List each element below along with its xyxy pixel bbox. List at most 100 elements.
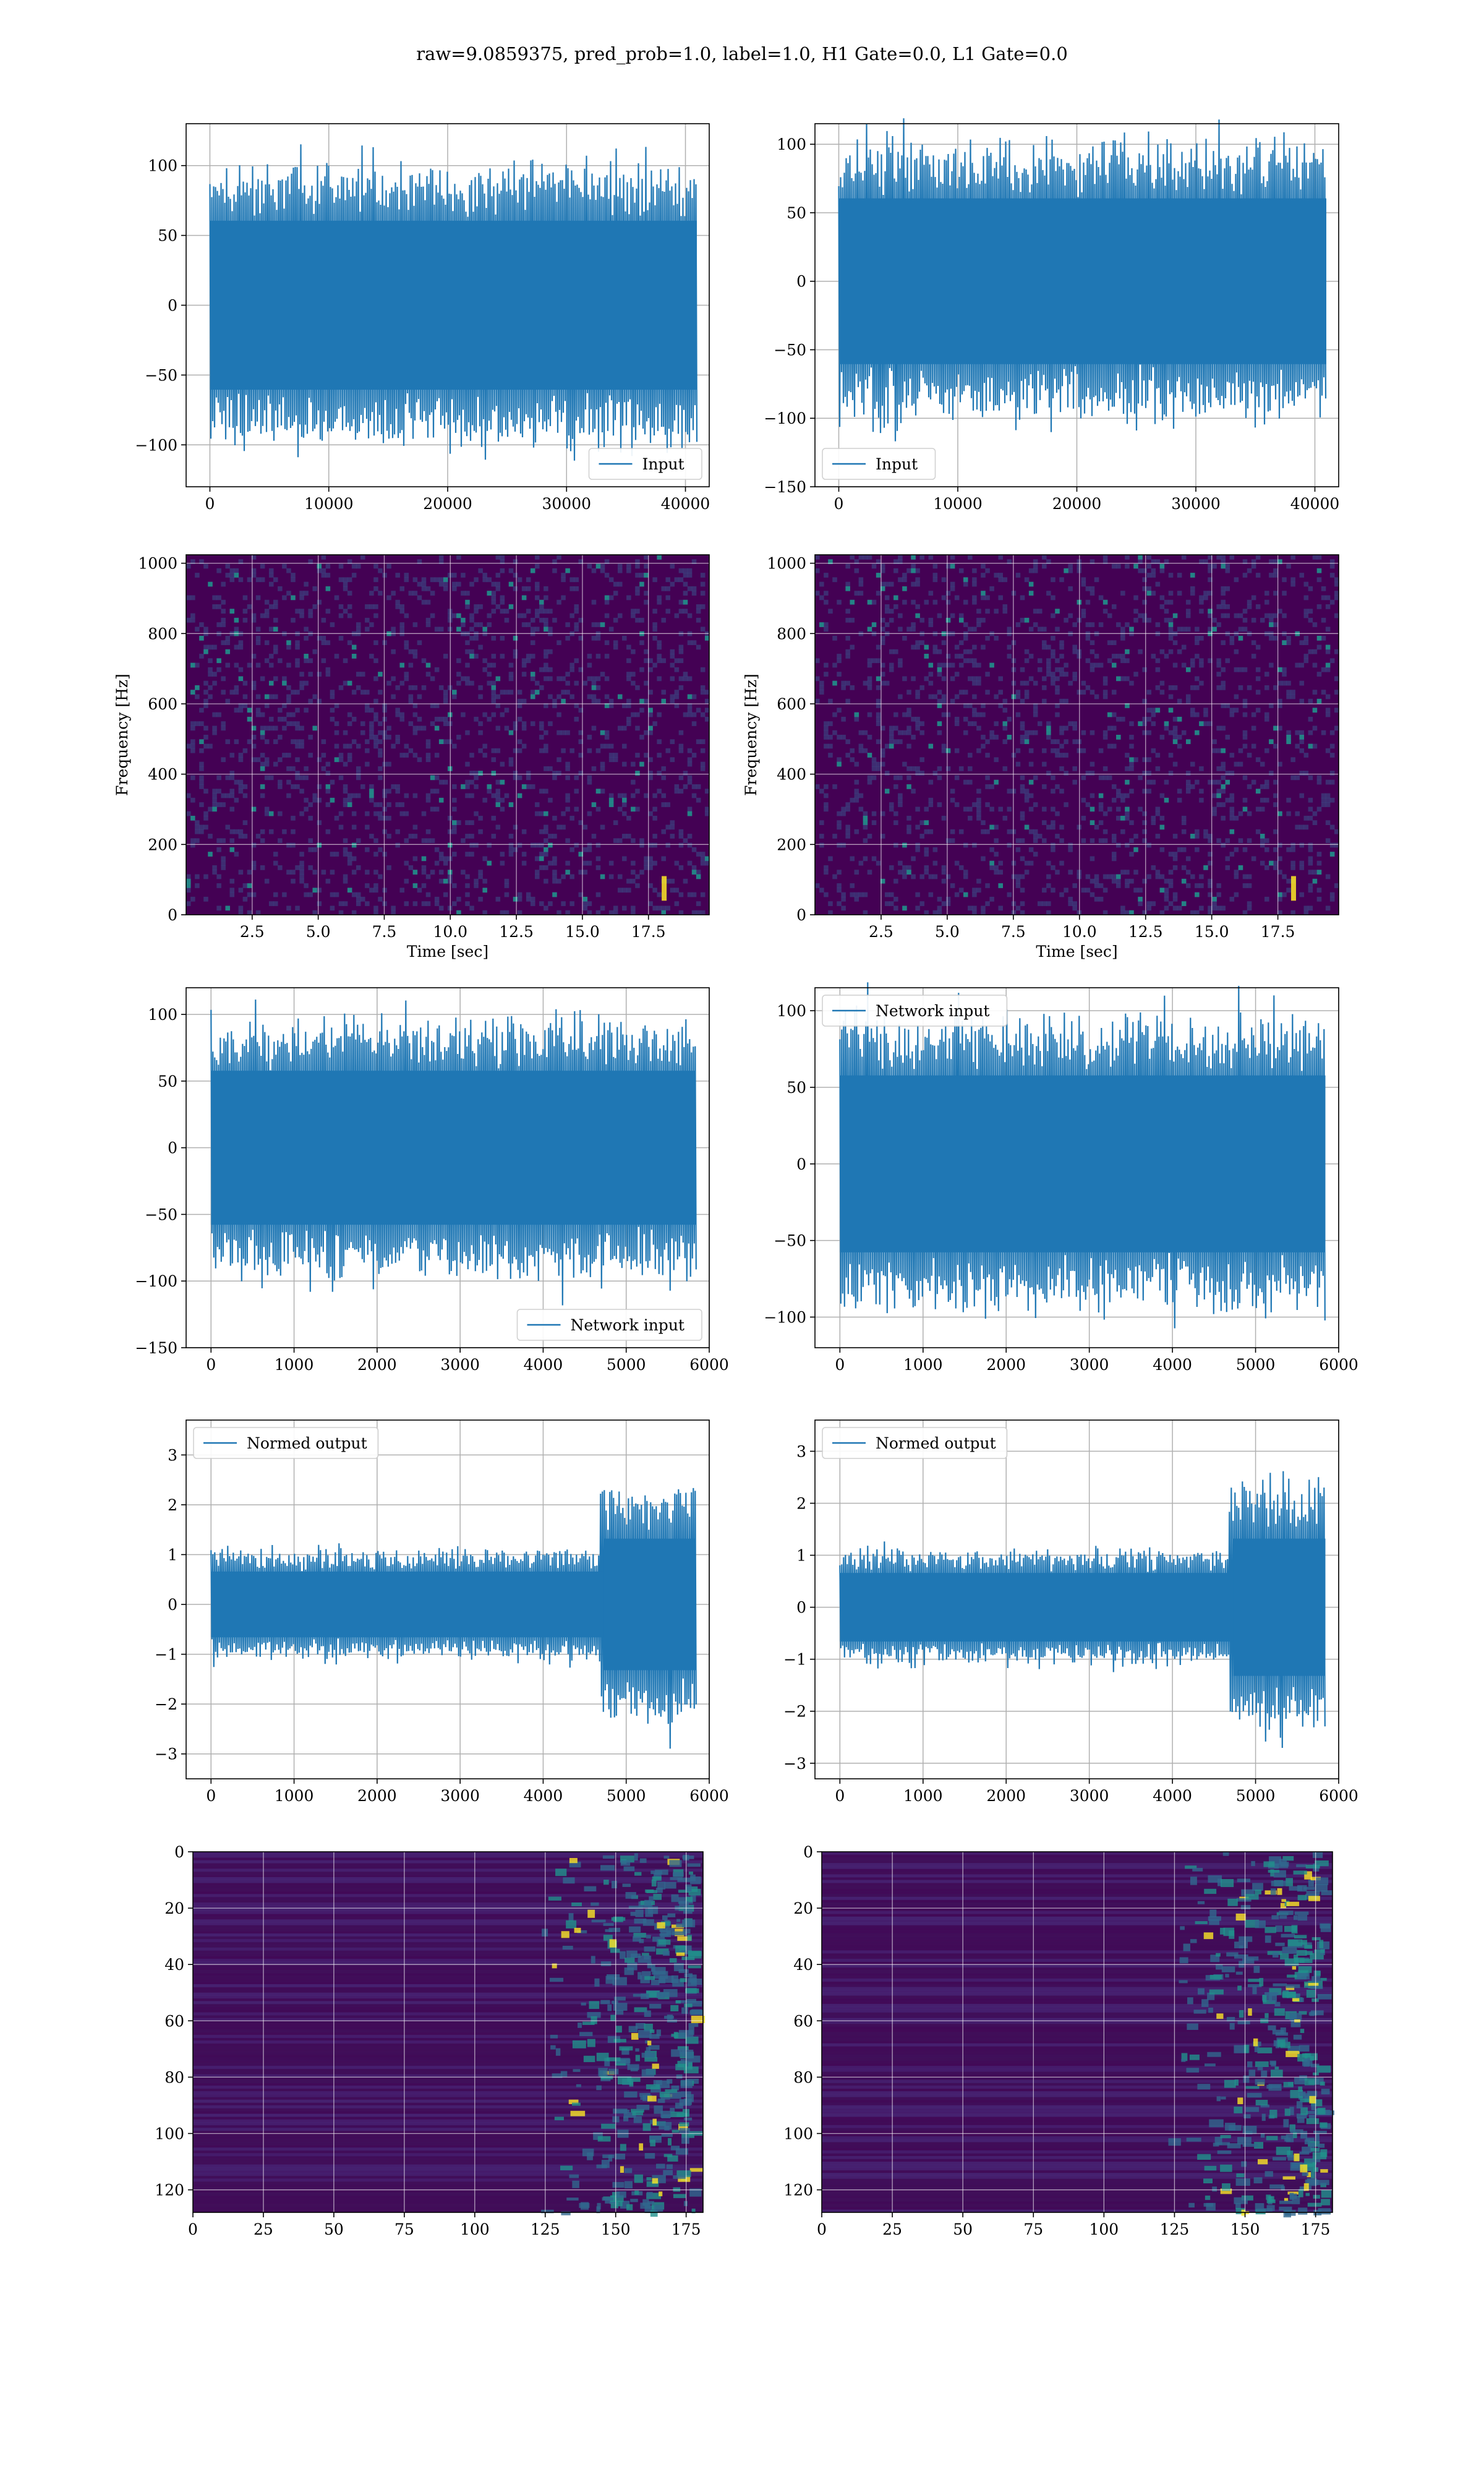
spec-h1-cell (482, 878, 487, 884)
qmap-h1-activity (610, 2195, 624, 2202)
spec-l1-cell (1151, 591, 1156, 596)
spec-h1-cell (273, 577, 278, 583)
spec-h1-cell (434, 847, 440, 852)
spec-l1-cell (1037, 609, 1043, 614)
spec-l1-cell (876, 712, 881, 717)
spec-l1-cell (1225, 658, 1230, 664)
spec-l1-cell (998, 676, 1004, 682)
qmap-l1-activity (1197, 2154, 1211, 2160)
qmap-h1-row (193, 2155, 703, 2159)
qmap-l1-row (822, 2159, 1333, 2162)
spec-l1-cell (1181, 644, 1187, 650)
spec-l1-cell (1260, 761, 1265, 767)
spec-h1-cell (652, 622, 657, 627)
qmap-l1-activity (1308, 1880, 1315, 1887)
spec-l1-cell (832, 662, 837, 668)
spec-h1-cell (343, 802, 348, 807)
qmap-l1-activity (1268, 2196, 1274, 2202)
spec-l1-cell (1221, 563, 1226, 569)
spec-h1-cell (208, 852, 213, 857)
spec-h1-cell (696, 644, 701, 650)
spec-l1-cell (1190, 712, 1195, 717)
spec-h1-cell (565, 797, 570, 803)
spec-h1-cell (251, 892, 257, 897)
netin-h1-xtick-label: 6000 (689, 1356, 729, 1374)
spec-h1-cell (260, 712, 265, 717)
spec-h1-cell (404, 672, 409, 677)
spec-l1-cell (854, 797, 859, 803)
spec-l1-cell (1151, 559, 1156, 565)
spec-l1-cell (1269, 860, 1274, 866)
spec-l1-cell (1059, 824, 1064, 830)
spec-l1-cell (1102, 910, 1108, 915)
spec-h1-cell (517, 896, 522, 902)
spec-l1-cell (1055, 811, 1060, 816)
spec-l1-cell (1181, 878, 1187, 884)
spec-l1-cell (828, 856, 833, 862)
spec-h1-cell (286, 698, 291, 704)
spec-h1-cell (278, 658, 283, 664)
spec-h1-cell (190, 662, 195, 668)
qmap-h1-activity (641, 2069, 655, 2077)
spec-l1-cell (1033, 838, 1038, 844)
spec-h1-cell (487, 591, 492, 596)
spec-l1-cell (1155, 667, 1161, 672)
spec-l1-cell (1046, 901, 1051, 906)
spec-h1-cell (299, 672, 304, 677)
spec-h1-cell (330, 690, 335, 695)
spec-l1-cell (1138, 555, 1143, 560)
spec-h1-cell (273, 599, 278, 605)
spec-h1-cell (700, 761, 706, 767)
qmap-h1-activity (608, 2068, 619, 2074)
spec-l1-cell (854, 896, 859, 902)
spec-l1-cell (893, 820, 898, 825)
spec-l1-cell (876, 761, 881, 767)
spec-l1-cell (1085, 874, 1091, 880)
spec-h1-cell (273, 617, 278, 623)
spec-h1-cell (438, 577, 444, 583)
spec-l1-cell (1111, 743, 1117, 749)
qmap-h1-activity (661, 2114, 670, 2118)
spec-h1-cell (657, 654, 662, 659)
spec-h1-cell (378, 748, 383, 753)
spec-l1-cell (1172, 613, 1178, 618)
spec-h1-cell (425, 753, 431, 758)
spec-h1-cell (561, 690, 566, 695)
netin-h1-xtick-label: 4000 (524, 1356, 563, 1374)
spec-l1-cell (911, 644, 916, 650)
spec-l1-cell (1221, 586, 1226, 591)
spec-l1-cell (1216, 802, 1221, 807)
spec-l1-cell (884, 901, 890, 906)
spec-h1-cell (600, 568, 605, 573)
spec-h1-cell (456, 735, 461, 740)
spec-l1-cell (1020, 595, 1025, 601)
spec-l1-cell (1168, 883, 1174, 888)
netin-h1-ytick-label: −150 (135, 1339, 177, 1357)
spec-l1-cell (1168, 708, 1174, 713)
spec-l1-cell (1334, 842, 1339, 848)
spec-h1-cell (556, 555, 561, 560)
spec-h1-cell (229, 753, 235, 758)
spec-l1-cell (850, 883, 855, 888)
qmap-h1-activity (671, 1894, 679, 1903)
spec-h1-cell (186, 617, 191, 623)
spec-l1-cell (1172, 905, 1178, 911)
spec-h1-cell (491, 771, 497, 776)
qmap-l1-activity (1216, 2013, 1224, 2019)
spec-h1-cell (295, 708, 300, 713)
spec-h1-cell (373, 716, 378, 722)
spec-h1-cell (264, 775, 270, 781)
spec-h1-cell (412, 901, 418, 906)
spec-l1-cell (1212, 811, 1217, 816)
qmap-l1-activity (1312, 1852, 1323, 1858)
qmap-l1-activity (1266, 2194, 1271, 2200)
qmap-h1-activity (667, 2079, 673, 2084)
spec-h1-cell (565, 635, 570, 641)
spec-h1-cell (608, 802, 614, 807)
spec-h1-cell (474, 716, 479, 722)
spec-l1-cell (1116, 789, 1121, 794)
spec-l1-cell (915, 644, 920, 650)
spec-h1-cell (608, 595, 614, 601)
spec-h1-cell (700, 852, 706, 857)
spec-h1-cell (378, 815, 383, 821)
